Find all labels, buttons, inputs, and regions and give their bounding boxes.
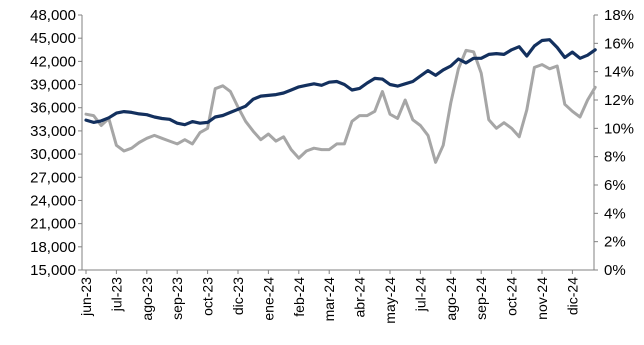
right-tick-label: 10% [604, 120, 634, 137]
plot-area [84, 38, 597, 164]
x-axis: jun-23 jul-23 ago-23 sep-23 oct-23 dic-23 ene-… [78, 269, 594, 324]
x-tick-label: sep-24 [473, 277, 489, 320]
left-tick-label: 24,000 [30, 192, 76, 209]
x-tick-label: abr-24 [352, 277, 368, 318]
x-tick-label: ago-24 [443, 277, 459, 321]
x-tick-label: may-24 [382, 277, 398, 324]
x-tick-label: jul-23 [108, 277, 124, 312]
right-y-axis: 0% 2% 4% 6% 8% 10% 12% 14% 16% 18% [593, 7, 634, 279]
x-tick-label: feb-24 [291, 277, 307, 317]
left-tick-label: 42,000 [30, 53, 76, 70]
left-y-axis: 15,000 18,000 21,000 24,000 27,000 30,000 33,0… [30, 7, 83, 279]
x-tick-label: oct-23 [200, 277, 216, 316]
x-tick-label: mar-24 [321, 277, 337, 322]
right-tick-label: 0% [604, 262, 626, 279]
right-tick-label: 2% [604, 234, 626, 251]
left-tick-label: 18,000 [30, 239, 76, 256]
right-tick-label: 18% [604, 7, 634, 24]
left-tick-label: 30,000 [30, 146, 76, 163]
x-tick-label: jul-24 [412, 277, 428, 312]
x-tick-label: dic-24 [564, 277, 580, 315]
x-tick-label: nov-24 [534, 277, 550, 320]
left-tick-label: 36,000 [30, 100, 76, 117]
left-tick-label: 27,000 [30, 169, 76, 186]
right-tick-label: 16% [604, 35, 634, 52]
left-tick-label: 15,000 [30, 262, 76, 279]
right-tick-label: 4% [604, 205, 626, 222]
right-tick-label: 6% [604, 177, 626, 194]
x-tick-label: ene-24 [260, 277, 276, 321]
right-tick-label: 12% [604, 92, 634, 109]
x-tick-label: jun-23 [78, 277, 94, 317]
left-tick-label: 39,000 [30, 77, 76, 94]
series-line-left-axis [84, 38, 597, 127]
left-tick-label: 48,000 [30, 7, 76, 24]
left-tick-label: 21,000 [30, 216, 76, 233]
right-tick-label: 8% [604, 149, 626, 166]
series-line-right-axis [84, 48, 597, 164]
x-tick-label: dic-23 [230, 277, 246, 315]
x-tick-label: sep-23 [169, 277, 185, 320]
x-tick-label: ago-23 [139, 277, 155, 321]
x-tick-label: oct-24 [504, 277, 520, 316]
right-tick-label: 14% [604, 64, 634, 81]
left-tick-label: 33,000 [30, 123, 76, 140]
left-tick-label: 45,000 [30, 30, 76, 47]
